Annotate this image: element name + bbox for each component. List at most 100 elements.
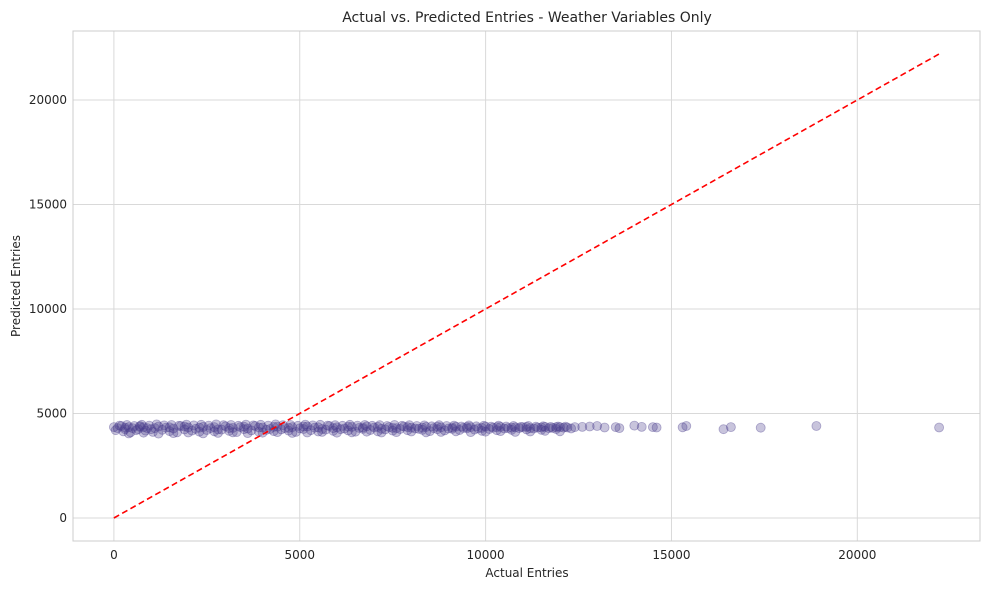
data-point <box>510 426 521 437</box>
data-point <box>372 421 383 432</box>
y-axis-ticks: 0 5000 10000 15000 20000 <box>29 93 67 525</box>
data-point <box>419 420 430 431</box>
data-point <box>376 423 387 434</box>
data-point <box>248 420 259 431</box>
data-point <box>153 421 164 432</box>
data-point <box>558 422 569 433</box>
data-point <box>555 426 565 437</box>
data-point <box>330 420 341 431</box>
data-point <box>279 423 290 434</box>
data-point <box>551 424 562 434</box>
x-axis-ticks: 0 5000 10000 15000 20000 <box>110 548 876 562</box>
data-point <box>443 423 454 434</box>
data-point <box>196 419 207 430</box>
data-point <box>478 420 489 431</box>
data-point <box>811 421 822 431</box>
data-point <box>302 421 313 432</box>
data-point <box>361 426 372 437</box>
data-point <box>322 420 333 431</box>
data-point <box>134 421 145 432</box>
data-point <box>346 421 357 432</box>
data-point <box>387 425 398 436</box>
data-point <box>144 420 155 431</box>
data-point <box>339 423 350 434</box>
data-point <box>213 427 223 438</box>
data-point <box>449 420 459 431</box>
x-tick-label: 15000 <box>652 548 690 562</box>
data-point <box>179 421 190 432</box>
data-point <box>350 426 361 437</box>
data-point <box>211 419 222 430</box>
data-point <box>555 422 565 433</box>
data-point <box>146 424 157 435</box>
data-point <box>343 425 354 436</box>
data-point <box>220 421 231 432</box>
data-point <box>540 421 550 432</box>
data-point <box>123 422 134 433</box>
x-tick-label: 5000 <box>284 548 315 562</box>
data-point <box>547 422 558 433</box>
data-point <box>272 427 283 438</box>
data-point <box>305 425 316 436</box>
data-point <box>465 427 476 438</box>
data-point <box>283 422 294 433</box>
data-point <box>324 421 335 431</box>
data-point <box>257 422 268 433</box>
data-point <box>309 422 320 433</box>
data-point <box>205 423 216 434</box>
data-point <box>506 422 517 433</box>
data-point <box>120 422 130 433</box>
data-point <box>250 421 261 431</box>
data-point <box>190 423 201 434</box>
data-point <box>331 427 342 438</box>
data-point <box>357 423 368 434</box>
data-point <box>592 421 602 431</box>
data-point <box>525 426 536 437</box>
data-point <box>441 421 452 431</box>
data-point <box>495 426 506 437</box>
data-point <box>517 422 528 433</box>
y-axis-label: Predicted Entries <box>9 235 23 337</box>
data-point <box>120 424 130 435</box>
x-tick-label: 20000 <box>838 548 876 562</box>
data-point <box>285 420 296 430</box>
data-point <box>566 423 576 434</box>
data-point <box>372 426 383 437</box>
chart-title: Actual vs. Predicted Entries - Weather V… <box>342 10 712 26</box>
data-point <box>294 423 305 434</box>
data-point <box>391 427 402 438</box>
data-point <box>201 425 212 435</box>
data-point <box>428 423 439 434</box>
data-point <box>410 423 420 434</box>
data-point <box>450 421 461 432</box>
data-point <box>499 423 510 434</box>
data-point <box>278 420 288 431</box>
data-point <box>246 425 257 436</box>
data-point <box>233 420 244 431</box>
data-point <box>263 420 274 431</box>
data-point <box>354 422 365 433</box>
data-point <box>376 427 387 438</box>
data-point <box>116 421 127 431</box>
data-point <box>179 424 190 435</box>
data-point <box>529 423 539 434</box>
data-point <box>506 424 517 435</box>
data-point <box>493 420 504 431</box>
data-point <box>560 421 571 432</box>
data-point <box>421 427 432 438</box>
data-point <box>374 420 385 431</box>
data-point <box>677 422 688 433</box>
data-point <box>530 421 541 432</box>
data-point <box>543 423 554 434</box>
data-point <box>198 421 209 432</box>
data-point <box>172 427 183 438</box>
data-point <box>417 422 428 433</box>
data-point <box>343 421 354 432</box>
data-point <box>127 423 138 434</box>
data-point <box>545 421 556 432</box>
data-point <box>398 421 409 432</box>
data-point <box>133 424 144 435</box>
data-point <box>209 422 220 433</box>
data-point <box>434 420 445 431</box>
data-point <box>328 423 339 434</box>
